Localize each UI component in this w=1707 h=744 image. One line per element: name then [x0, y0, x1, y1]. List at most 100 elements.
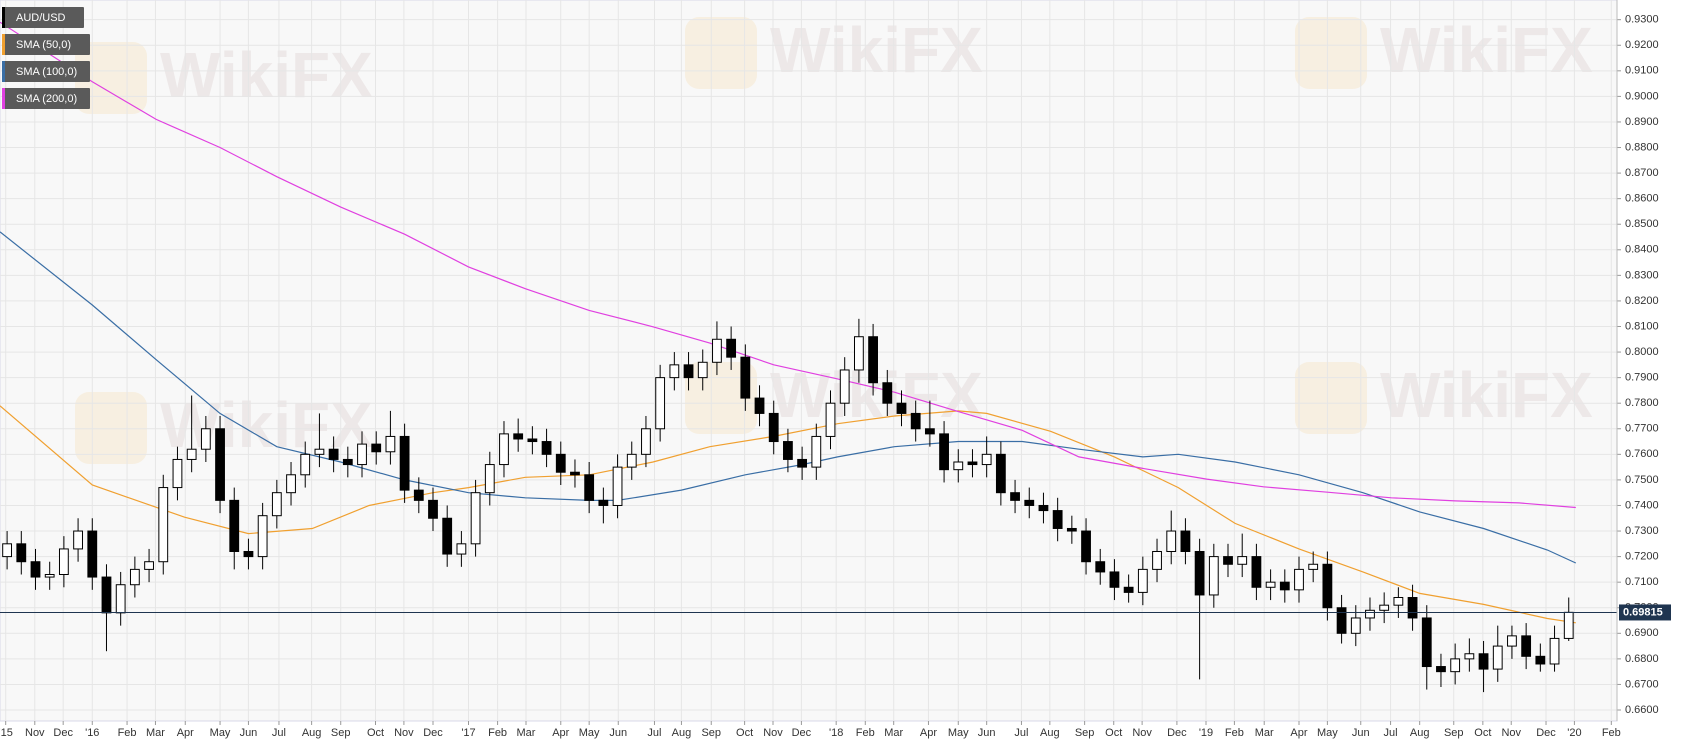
candle-body	[1038, 504, 1049, 512]
candle-body	[73, 530, 83, 550]
x-tick-label: Jun	[609, 727, 627, 739]
legend-swatch	[2, 7, 5, 28]
x-tick-label: Dec	[1536, 727, 1556, 739]
y-tick-label: 0.8500	[1625, 218, 1659, 230]
x-tick-label: Apr	[920, 727, 937, 739]
candle-body	[882, 382, 893, 404]
legend-label: SMA (200,0)	[16, 93, 77, 105]
candle-body	[1507, 635, 1517, 647]
candle-body	[626, 453, 637, 468]
legend-swatch	[2, 34, 5, 55]
y-tick-label: 0.6600	[1625, 704, 1659, 716]
legend-box	[2, 61, 90, 82]
candle-body	[30, 561, 41, 578]
candle-body	[1208, 556, 1219, 596]
sma-line	[0, 21, 1576, 509]
candle-body	[527, 438, 538, 443]
candle-body	[16, 543, 27, 563]
x-tick-label: Sep	[1075, 727, 1095, 739]
x-tick-label: Jun	[1352, 727, 1370, 739]
x-tick-label: '18	[829, 727, 843, 739]
candle-body	[2, 543, 12, 558]
candle-body	[129, 568, 140, 586]
x-tick-label: '19	[1199, 727, 1213, 739]
candle-body	[1081, 530, 1091, 563]
candle-body	[243, 550, 254, 558]
candle-body	[1379, 604, 1390, 611]
candle-body	[740, 356, 751, 399]
x-tick-label: May	[1317, 727, 1338, 739]
candle-body	[570, 471, 580, 476]
x-tick-label: Feb	[1225, 727, 1244, 739]
last-price-label: 0.69815	[1623, 606, 1663, 618]
watermark: WikiFX	[1380, 14, 1593, 86]
x-tick-label: Aug	[1040, 727, 1060, 739]
y-tick-label: 0.8800	[1625, 141, 1659, 153]
legend-label: SMA (50,0)	[16, 39, 71, 51]
candle-body	[101, 576, 112, 614]
candle-body	[186, 448, 197, 460]
plot-area	[0, 0, 1618, 722]
x-tick-label: Dec	[423, 727, 443, 739]
candle-body	[811, 435, 822, 468]
candle-body	[825, 402, 836, 437]
x-tick-label: Sep	[1444, 727, 1464, 739]
candle-body	[470, 492, 481, 545]
candle-body	[853, 336, 864, 371]
candle-body	[1365, 609, 1375, 619]
candle-body	[1123, 586, 1134, 593]
candle-body	[371, 443, 382, 453]
candle-body	[1535, 655, 1546, 665]
y-tick-label: 0.8000	[1625, 346, 1659, 358]
candle-body	[1492, 645, 1503, 670]
candle-body	[1350, 617, 1361, 634]
candle-body	[1095, 561, 1106, 573]
x-tick-label: Jul	[647, 727, 661, 739]
candle-body	[271, 492, 282, 517]
candle-body	[1294, 568, 1304, 591]
candle-body	[967, 461, 978, 466]
watermark-logo	[1295, 17, 1367, 89]
legend-box	[2, 7, 84, 28]
x-tick-label: Nov	[394, 727, 414, 739]
candle-body	[428, 499, 438, 519]
candle-body	[924, 428, 935, 435]
candle-body	[1521, 635, 1532, 657]
x-tick-label: May	[579, 727, 600, 739]
y-tick-label: 0.7600	[1625, 448, 1659, 460]
x-tick-label: Feb	[856, 727, 875, 739]
y-tick-label: 0.8400	[1625, 244, 1659, 256]
candle-body	[655, 377, 666, 430]
candle-body	[1308, 563, 1319, 570]
x-tick-label: '17	[461, 727, 475, 739]
candle-body	[1549, 637, 1560, 665]
y-tick-label: 0.6800	[1625, 653, 1659, 665]
candle-body	[953, 461, 964, 471]
candle-body	[200, 428, 211, 450]
candle-body	[399, 435, 410, 491]
legend-box	[2, 88, 90, 109]
candle-body	[215, 428, 225, 501]
x-tick-label: Oct	[736, 727, 753, 739]
candle-body	[541, 441, 552, 455]
candle-layer	[0, 318, 1617, 693]
candle-body	[995, 453, 1006, 494]
x-tick-label: Apr	[1290, 727, 1307, 739]
y-tick-label: 0.8300	[1625, 269, 1659, 281]
y-tick-label: 0.8600	[1625, 193, 1659, 205]
y-tick-label: 0.9300	[1625, 14, 1659, 26]
x-tick-label: Oct	[367, 727, 384, 739]
x-tick-label: Aug	[1410, 727, 1430, 739]
y-tick-label: 0.7100	[1625, 576, 1659, 588]
candle-body	[868, 336, 878, 384]
x-tick-label: Jun	[240, 727, 258, 739]
grid-layer	[0, 0, 1617, 721]
candle-body	[1194, 550, 1205, 596]
x-tick-label: Mar	[146, 727, 165, 739]
candle-body	[1109, 571, 1120, 588]
watermark-logo	[685, 17, 757, 89]
x-tick-label: '16	[85, 727, 99, 739]
y-tick-label: 0.7200	[1625, 551, 1659, 563]
candle-body	[1265, 581, 1276, 588]
